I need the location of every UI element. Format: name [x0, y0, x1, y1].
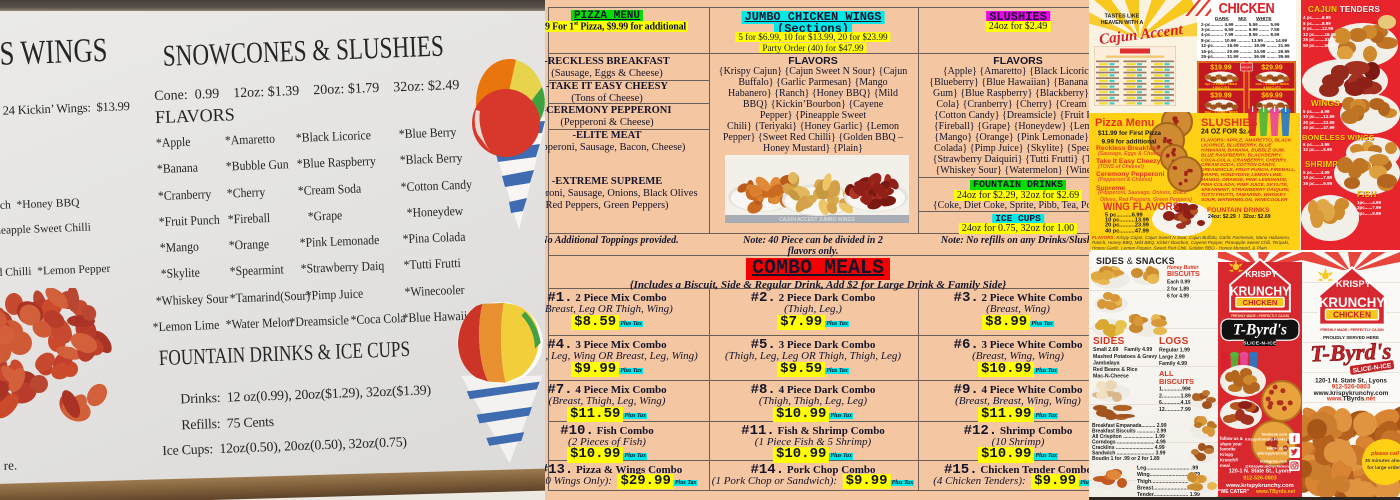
svg-text:12pc • 3 FAMILY SIDES: 12pc • 3 FAMILY SIDES: [1255, 82, 1289, 86]
svg-text:FRESHLY MADE • PERFECTLY CAJUN: FRESHLY MADE • PERFECTLY CAJUN: [1231, 314, 1289, 318]
svg-text:$29.99: $29.99: [1261, 65, 1283, 72]
svg-text:for large orders: for large orders: [1367, 465, 1400, 471]
svg-text:CHICKEN: CHICKEN: [1243, 298, 1278, 307]
svg-text:6 BISCUITS: 6 BISCUITS: [1263, 85, 1280, 89]
svg-text:KRUNCHY: KRUNCHY: [1319, 295, 1385, 310]
svg-text:4 BISCUITS: 4 BISCUITS: [1212, 85, 1229, 89]
svg-text:FRESHLY MADE • PERFECTLY CAJUN: FRESHLY MADE • PERFECTLY CAJUN: [1320, 328, 1384, 332]
svg-text:$39.99: $39.99: [1210, 93, 1232, 100]
svg-text:KRISPY: KRISPY: [1241, 66, 1251, 70]
svg-text:f: f: [1293, 434, 1297, 444]
svg-text:KRUNCHY: KRUNCHY: [1230, 284, 1291, 298]
svg-text:$19.99: $19.99: [1210, 65, 1232, 72]
svg-text:CHICKEN: CHICKEN: [1333, 310, 1371, 320]
svg-text:8pc • 2 FAMILY SIDES: 8pc • 2 FAMILY SIDES: [1205, 82, 1237, 86]
svg-text:T-Byrd's: T-Byrd's: [1310, 339, 1392, 367]
svg-text:T-Byrd's: T-Byrd's: [1233, 322, 1287, 339]
svg-text:KRISPY: KRISPY: [1245, 269, 1277, 279]
svg-text:$69.99: $69.99: [1261, 93, 1283, 100]
svg-text:please call: please call: [1370, 451, 1399, 457]
svg-text:KRISPY: KRISPY: [1336, 278, 1372, 289]
svg-text:CAJUN ACCENT JUMBO WINGS: CAJUN ACCENT JUMBO WINGS: [779, 217, 855, 223]
svg-text:30 minutes ahead: 30 minutes ahead: [1365, 458, 1400, 464]
svg-text:SLICE-N-ICE: SLICE-N-ICE: [1243, 341, 1277, 347]
